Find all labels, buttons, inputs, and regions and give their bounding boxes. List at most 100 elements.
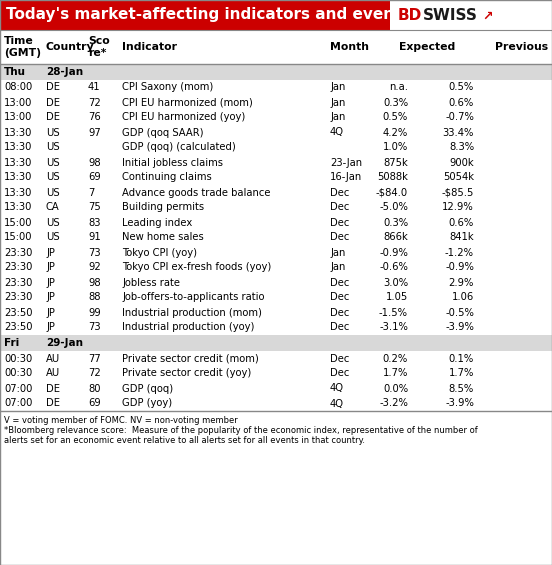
Text: 08:00: 08:00 [4,82,32,93]
Text: JP: JP [46,247,55,258]
Text: 69: 69 [88,172,101,182]
Text: Dec: Dec [330,277,349,288]
Text: Private sector credit (yoy): Private sector credit (yoy) [122,368,251,379]
Text: -1.2%: -1.2% [445,247,474,258]
Text: 13:00: 13:00 [4,112,33,123]
Text: -3.1%: -3.1% [379,323,408,332]
Text: US: US [46,142,60,153]
Text: 0.1%: 0.1% [449,354,474,363]
Text: Sco
re*: Sco re* [88,36,110,58]
Text: Dec: Dec [330,293,349,302]
Text: Tokyo CPI (yoy): Tokyo CPI (yoy) [122,247,197,258]
Text: 00:30: 00:30 [4,354,32,363]
Bar [0,80,552,95]
Text: Country: Country [46,42,94,52]
Text: GDP (qoq): GDP (qoq) [122,384,173,393]
Text: JP: JP [46,277,55,288]
Text: Tokyo CPI ex-fresh foods (yoy): Tokyo CPI ex-fresh foods (yoy) [122,263,271,272]
Text: Private sector credit (mom): Private sector credit (mom) [122,354,259,363]
Text: JP: JP [46,293,55,302]
Text: V = voting member of FOMC. NV = non-voting member: V = voting member of FOMC. NV = non-voti… [4,416,238,425]
Text: US: US [46,128,60,137]
Text: 13:30: 13:30 [4,172,33,182]
Text: 91: 91 [88,233,101,242]
Bar [0,155,552,170]
Text: 4.2%: 4.2% [383,128,408,137]
Bar [0,290,552,305]
Text: JP: JP [46,323,55,332]
Text: GDP (qoq SAAR): GDP (qoq SAAR) [122,128,204,137]
Text: 0.6%: 0.6% [449,218,474,228]
Text: 77: 77 [88,354,101,363]
Text: 0.5%: 0.5% [383,112,408,123]
Bar [0,245,552,260]
Bar [0,30,552,64]
Text: Fri: Fri [4,338,19,348]
Text: Jan: Jan [330,247,346,258]
Text: 8.5%: 8.5% [449,384,474,393]
Text: 07:00: 07:00 [4,398,33,408]
Bar [0,110,552,125]
Text: 41: 41 [88,82,100,93]
Bar [0,200,552,215]
Text: 72: 72 [88,98,101,107]
Text: 1.7%: 1.7% [383,368,408,379]
Text: 88: 88 [88,293,100,302]
Text: 12.9%: 12.9% [442,202,474,212]
Bar [0,275,552,290]
Text: -1.5%: -1.5% [379,307,408,318]
Text: 15:00: 15:00 [4,218,33,228]
Text: DE: DE [46,98,60,107]
Text: 98: 98 [88,158,100,167]
Text: Dec: Dec [330,218,349,228]
Text: ↗: ↗ [482,10,492,23]
Text: -0.6%: -0.6% [379,263,408,272]
Text: 23-Jan: 23-Jan [330,158,362,167]
Text: 0.6%: 0.6% [449,98,474,107]
Text: -0.9%: -0.9% [379,247,408,258]
Text: 13:30: 13:30 [4,142,33,153]
Text: 29-Jan: 29-Jan [46,338,83,348]
Text: 76: 76 [88,112,101,123]
Bar [0,230,552,245]
Text: 5088k: 5088k [377,172,408,182]
Bar [0,335,552,351]
Text: Thu: Thu [4,67,26,77]
Text: -5.0%: -5.0% [379,202,408,212]
Text: 4Q: 4Q [330,398,344,408]
Text: 15:00: 15:00 [4,233,33,242]
Text: Dec: Dec [330,188,349,198]
Text: SWISS: SWISS [423,7,478,23]
Text: Initial jobless claims: Initial jobless claims [122,158,223,167]
Text: 841k: 841k [449,233,474,242]
Text: alerts set for an economic event relative to all alerts set for all events in th: alerts set for an economic event relativ… [4,436,365,445]
Text: GDP (qoq) (calculated): GDP (qoq) (calculated) [122,142,236,153]
Text: -3.9%: -3.9% [445,323,474,332]
Text: 866k: 866k [383,233,408,242]
Text: 875k: 875k [383,158,408,167]
Bar [0,185,552,200]
Text: n.a.: n.a. [389,82,408,93]
Text: -3.2%: -3.2% [379,398,408,408]
Text: 07:00: 07:00 [4,384,33,393]
Text: Jan: Jan [330,82,346,93]
Text: 97: 97 [88,128,101,137]
Text: 0.0%: 0.0% [383,384,408,393]
Bar [0,215,552,230]
Text: 13:30: 13:30 [4,158,33,167]
Text: 1.7%: 1.7% [449,368,474,379]
Text: Indicator: Indicator [122,42,177,52]
Text: New home sales: New home sales [122,233,204,242]
Text: 5054k: 5054k [443,172,474,182]
Text: Time
(GMT): Time (GMT) [4,36,41,58]
Text: US: US [46,233,60,242]
Text: Jobless rate: Jobless rate [122,277,180,288]
Text: 23:30: 23:30 [4,293,33,302]
Text: US: US [46,172,60,182]
Text: 23:50: 23:50 [4,307,33,318]
Text: DE: DE [46,112,60,123]
Text: 0.3%: 0.3% [383,98,408,107]
Text: 0.3%: 0.3% [383,218,408,228]
Text: 2.9%: 2.9% [449,277,474,288]
Text: 1.06: 1.06 [452,293,474,302]
